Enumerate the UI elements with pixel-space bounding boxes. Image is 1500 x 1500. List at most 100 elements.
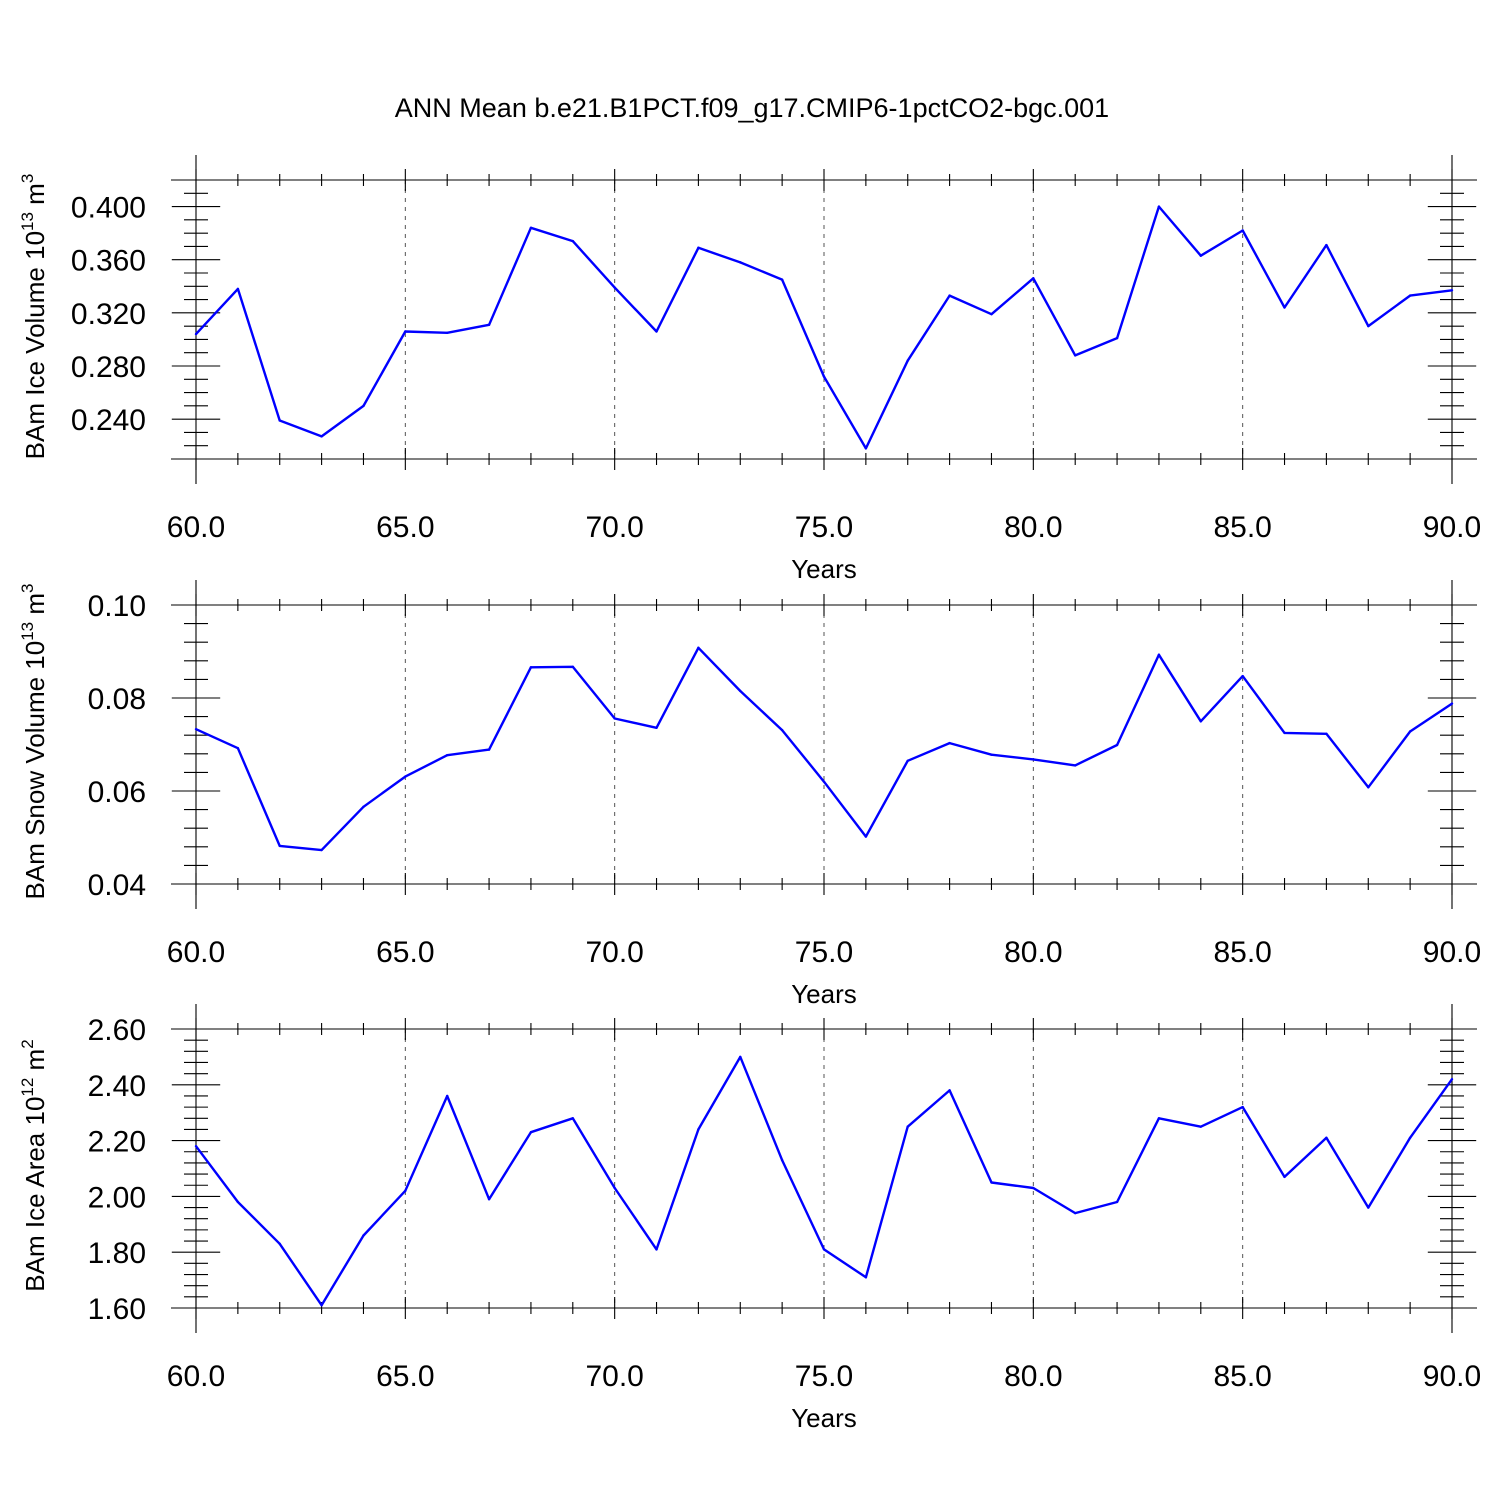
data-point [278,419,281,422]
data-point [1450,702,1454,705]
y-tick-label: 0.360 [71,245,146,278]
data-point [990,312,993,316]
data-point [1283,731,1286,735]
data-point [1199,1125,1203,1128]
y-axis-label-superscript: 3 [18,584,37,593]
data-point [1408,1136,1412,1140]
data-point [1032,758,1035,761]
x-tick-label: 75.0 [795,1360,853,1393]
data-point [362,1234,365,1237]
data-point [236,287,240,291]
x-axis-label: Years [791,979,857,1009]
data-point [1241,674,1244,678]
data-point [1283,306,1286,309]
chart-panel-3: 1.60 1.80 2.00 2.20 2.40 2.60 60.0 65.0 70.0 75.0… [18,1004,1481,1433]
y-tick-label: 2.20 [88,1126,146,1159]
x-tick-label: 65.0 [376,936,434,969]
data-point [1032,1186,1035,1190]
y-tick-label: 0.08 [88,683,146,716]
chart-panels: 0.240 0.280 0.320 0.360 0.400 60.0 65.0 70.0 75.… [18,155,1481,1433]
data-point [697,1128,700,1131]
data-point [194,1144,198,1148]
x-tick-label: 60.0 [167,1360,225,1393]
y-axis-label-text: BAm Ice Volume 10 [20,231,50,459]
x-tick-label: 60.0 [167,936,225,969]
x-tick-label: 90.0 [1423,1360,1481,1393]
data-point [362,404,365,408]
data-point [1115,336,1119,340]
x-tick-label: 85.0 [1213,936,1271,969]
y-axis-label-text: m [20,1049,50,1078]
y-axis-label-text: BAm Ice Area 10 [20,1097,50,1292]
page-title: ANN Mean b.e21.B1PCT.f09_g17.CMIP6-1pctC… [395,93,1109,123]
data-point [404,1189,407,1193]
data-point [404,775,407,778]
y-axis-label-superscript: 13 [18,622,37,641]
y-tick-label: 0.06 [88,776,146,809]
data-point [446,331,449,334]
data-point [194,332,198,336]
y-tick-label: 2.60 [88,1014,146,1047]
data-point [990,753,993,756]
x-tick-label: 80.0 [1004,1360,1062,1393]
y-axis-label: BAm Ice Area 1012 m2 [18,1039,50,1291]
y-axis-label-superscript: 13 [18,212,37,231]
x-axis-label: Years [791,1403,857,1433]
x-tick-label: 75.0 [795,936,853,969]
data-point [446,753,449,757]
y-axis-label-text: m [20,183,50,212]
data-point [780,728,784,732]
data-point [1074,1211,1077,1215]
data-point [487,323,491,327]
y-axis-label: BAm Snow Volume 1013 m3 [18,584,50,900]
x-tick-label: 70.0 [585,1360,643,1393]
x-tick-label: 60.0 [167,511,225,544]
y-axis-label-text: m [20,593,50,622]
y-tick-label: 1.60 [88,1293,146,1326]
data-point [822,375,826,378]
data-point [822,1248,826,1251]
data-point [236,747,240,750]
data-point [194,727,198,731]
data-point [320,848,323,852]
data-point [1241,1105,1244,1109]
x-tick-label: 65.0 [376,511,434,544]
data-point [1325,1136,1328,1140]
x-tick-label: 65.0 [376,1360,434,1393]
data-point [948,741,951,745]
data-point [613,717,616,720]
data-point [613,286,616,289]
x-tick-label: 70.0 [585,511,643,544]
data-point [529,1131,533,1134]
data-point [1199,720,1203,723]
y-tick-label: 0.04 [88,869,146,902]
data-point [487,748,491,751]
y-axis-label: BAm Ice Volume 1013 m3 [18,174,50,460]
data-point [739,689,742,693]
y-tick-label: 0.320 [71,298,146,331]
data-point [948,294,951,297]
x-tick-label: 80.0 [1004,936,1062,969]
data-point [446,1094,449,1098]
data-point [906,359,909,362]
data-point [529,666,533,669]
data-point [1199,254,1203,257]
data-point [822,780,826,783]
data-point [571,665,574,669]
x-tick-label: 75.0 [795,511,853,544]
y-tick-label: 0.240 [71,404,146,437]
chart-panel-2: 0.04 0.06 0.08 0.10 60.0 65.0 70.0 75.0 80.0 85.0… [18,580,1481,1009]
data-point [906,1125,909,1128]
data-point [1367,324,1370,328]
data-point [1157,1117,1161,1120]
data-point [655,726,658,729]
data-point [1074,764,1077,767]
data-point [236,1200,240,1204]
y-tick-label: 1.80 [88,1237,146,1270]
data-point [1325,243,1328,247]
data-point [1032,277,1035,280]
data-point [906,759,909,762]
data-point [864,447,868,450]
data-point [613,1186,616,1190]
y-tick-label: 0.10 [88,590,146,623]
